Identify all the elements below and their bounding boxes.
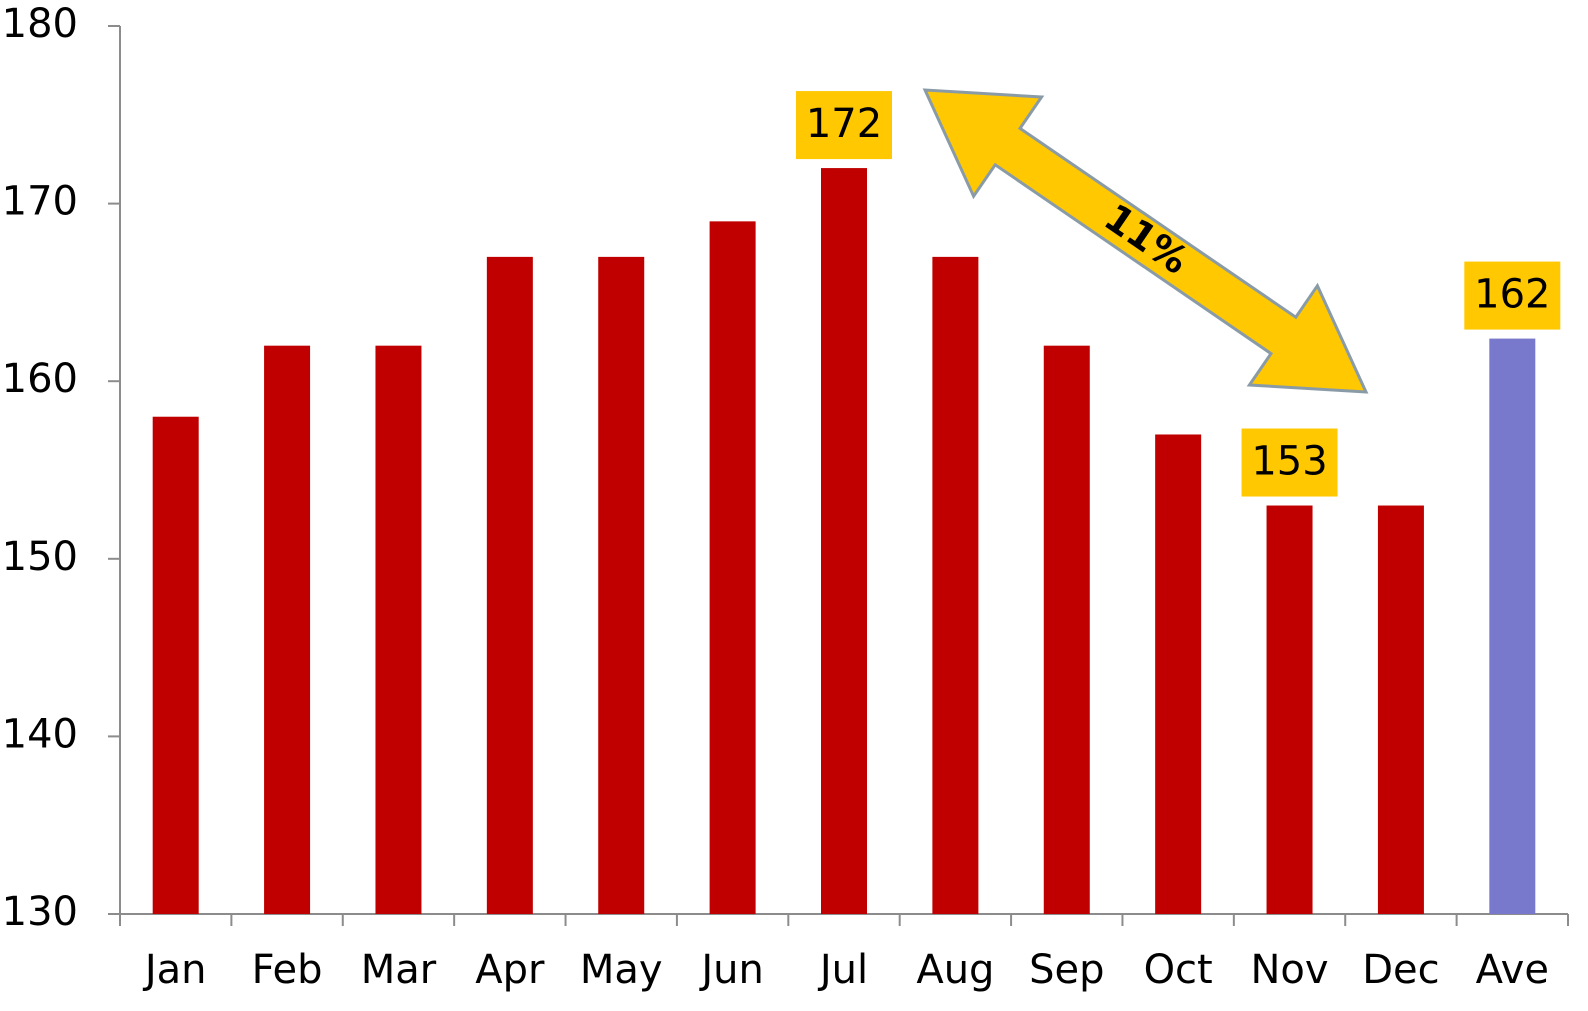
y-tick-label: 150: [2, 534, 78, 580]
y-tick-label: 170: [2, 179, 78, 225]
bar: [1043, 345, 1090, 914]
x-tick-label: Sep: [1029, 947, 1104, 993]
value-label: 172: [806, 101, 882, 147]
double-arrow: [922, 88, 1369, 394]
bar: [598, 256, 645, 914]
bar: [1266, 505, 1313, 914]
x-tick-label: Oct: [1144, 947, 1213, 993]
y-tick-label: 180: [2, 1, 78, 47]
bar: [152, 416, 199, 914]
bar: [1377, 505, 1424, 914]
x-tick-label: Jun: [698, 947, 764, 993]
x-tick-label: May: [580, 947, 663, 993]
x-tick-label: Apr: [475, 947, 545, 993]
y-tick-label: 160: [2, 356, 78, 402]
x-tick-label: Nov: [1250, 947, 1328, 993]
bar: [821, 168, 867, 914]
value-label: 162: [1474, 272, 1550, 318]
bar: [1489, 338, 1536, 914]
x-tick-label: Dec: [1362, 947, 1439, 993]
x-tick-label: Aug: [916, 947, 994, 993]
label-box: [1464, 261, 1561, 330]
x-tick-label: Jul: [817, 947, 868, 993]
x-tick-label: Jan: [142, 947, 207, 993]
bar: [709, 221, 756, 915]
x-tick-label: Ave: [1476, 947, 1549, 993]
label-box: [796, 91, 892, 160]
y-tick-label: 140: [2, 711, 78, 757]
bar: [1155, 434, 1202, 914]
bar: [486, 256, 533, 914]
bar: [375, 345, 422, 914]
y-tick-label: 130: [2, 889, 78, 935]
label-box: [1241, 428, 1338, 497]
x-tick-label: Mar: [361, 947, 437, 993]
bar: [264, 345, 311, 914]
x-tick-label: Feb: [252, 947, 323, 993]
value-label: 153: [1251, 439, 1327, 485]
arrow-annotation: 11%: [922, 88, 1369, 394]
bar: [932, 256, 979, 914]
